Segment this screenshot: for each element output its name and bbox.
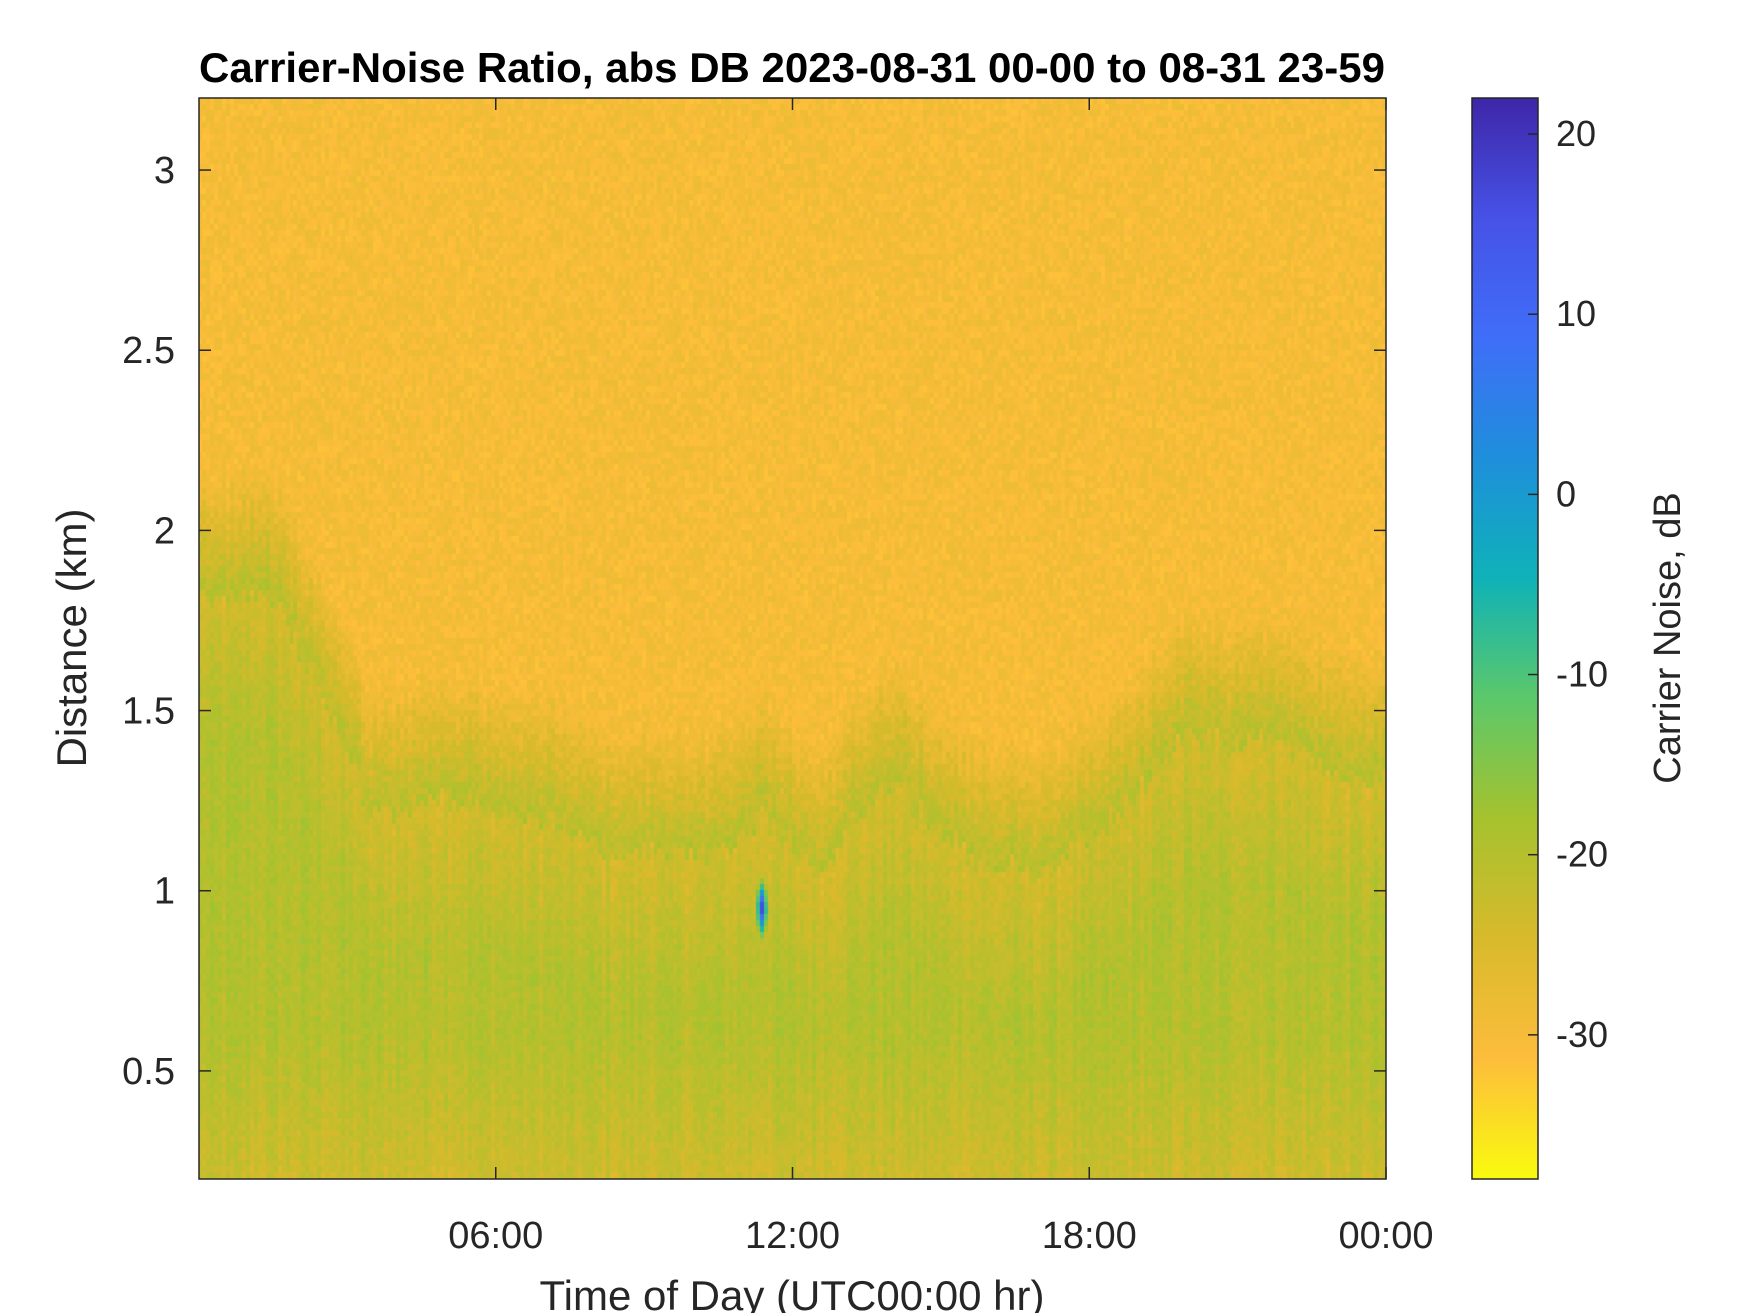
y-tick-label: 3 [154,150,175,192]
y-axis: 0.5 1 1.5 2 2.5 3 [122,150,1386,1093]
y-tick-label: 1 [154,871,175,913]
x-tick-label: 12:00 [745,1215,840,1257]
heatmap-image [199,98,1386,1179]
colorbar-ticks: 20 10 0 -10 -20 -30 [1528,113,1608,1055]
x-tick-label: 00:00 [1338,1215,1433,1257]
colorbar-tick-label: 0 [1556,473,1576,514]
colorbar-tick-label: -30 [1556,1014,1608,1055]
x-tick-label: 06:00 [448,1215,543,1257]
y-tick-label: 2.5 [122,330,175,372]
colorbar-label: Carrier Noise, dB [1647,492,1689,783]
heatmap-image-container [199,98,1386,1179]
x-axis: 06:00 12:00 18:00 00:00 [448,98,1434,1257]
y-tick-label: 0.5 [122,1051,175,1093]
x-axis-label: Time of Day (UTC00:00 hr) [540,1272,1045,1313]
y-axis-label: Distance (km) [48,508,95,767]
y-tick-label: 2 [154,510,175,552]
colorbar [1471,97,1539,1180]
colorbar-tick-label: 10 [1556,293,1596,334]
colorbar-tick-label: 20 [1556,113,1596,154]
colorbar-tick-label: -10 [1556,654,1608,695]
x-tick-label: 18:00 [1042,1215,1137,1257]
colorbar-tick-label: -20 [1556,834,1608,875]
y-tick-label: 1.5 [122,691,175,733]
chart-title: Carrier-Noise Ratio, abs DB 2023-08-31 0… [199,44,1385,91]
